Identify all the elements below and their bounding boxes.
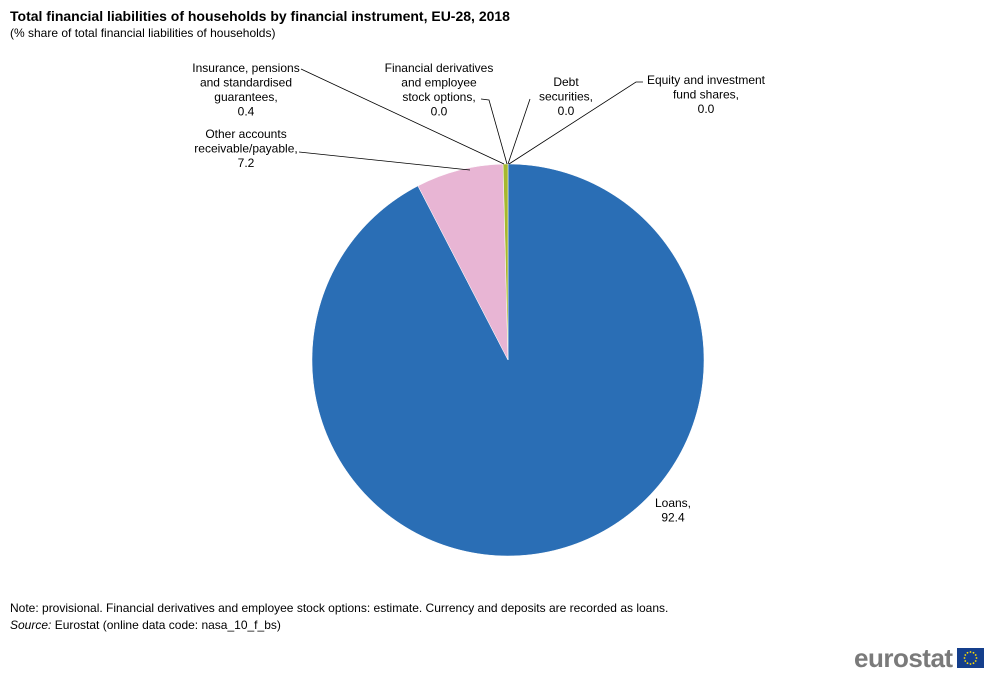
slice-label-debt-securities: Debt securities, 0.0 (539, 75, 593, 118)
chart-note: Note: provisional. Financial derivatives… (10, 601, 669, 615)
leader-line-equity-and-investment-fund-shares (508, 81, 643, 165)
pie-chart: Loans, 92.4 Other accounts receivable/payab… (192, 61, 766, 557)
slice-label-loans: Loans, 92.4 (655, 496, 691, 525)
slice-labels: Loans, 92.4 Other accounts receivable/payab… (192, 61, 765, 525)
source-text: Eurostat (online data code: nasa_10_f_bs… (54, 618, 281, 632)
eurostat-logo: eurostat (854, 643, 984, 673)
logo-text: eurostat (854, 642, 953, 673)
slice-label-financial-derivatives-and-employee-stock-options: Financial derivatives and employee stock o… (385, 61, 494, 119)
slice-label-insurance-pensions-and-standardised-guarantees: Insurance, pensions and standardised guara… (192, 61, 299, 119)
slice-label-other-accounts-receivable-payable: Other accounts receivable/payable, 7.2 (194, 127, 297, 170)
source-label: Source: (10, 618, 52, 632)
leader-line-insurance-pensions-and-standardised-guarantees (300, 68, 505, 165)
chart-subtitle: (% share of total financial liabilities … (10, 26, 276, 40)
leader-line-other-accounts-receivable-payable (298, 151, 471, 171)
pie-slice-insurance-pensions-and-standardised-guarantees (502, 163, 509, 361)
leader-lines (298, 68, 643, 171)
chart-title: Total financial liabilities of household… (10, 8, 510, 24)
leader-line-financial-derivatives-and-employee-stock-options (480, 98, 508, 165)
chart-source: Source: Eurostat (online data code: nasa… (10, 618, 281, 632)
slice-label-equity-and-investment-fund-shares: Equity and investment fund shares, 0.0 (647, 73, 766, 116)
pie-slices (311, 163, 705, 557)
leader-line-debt-securities (507, 98, 531, 165)
eu-flag-icon (956, 648, 984, 668)
